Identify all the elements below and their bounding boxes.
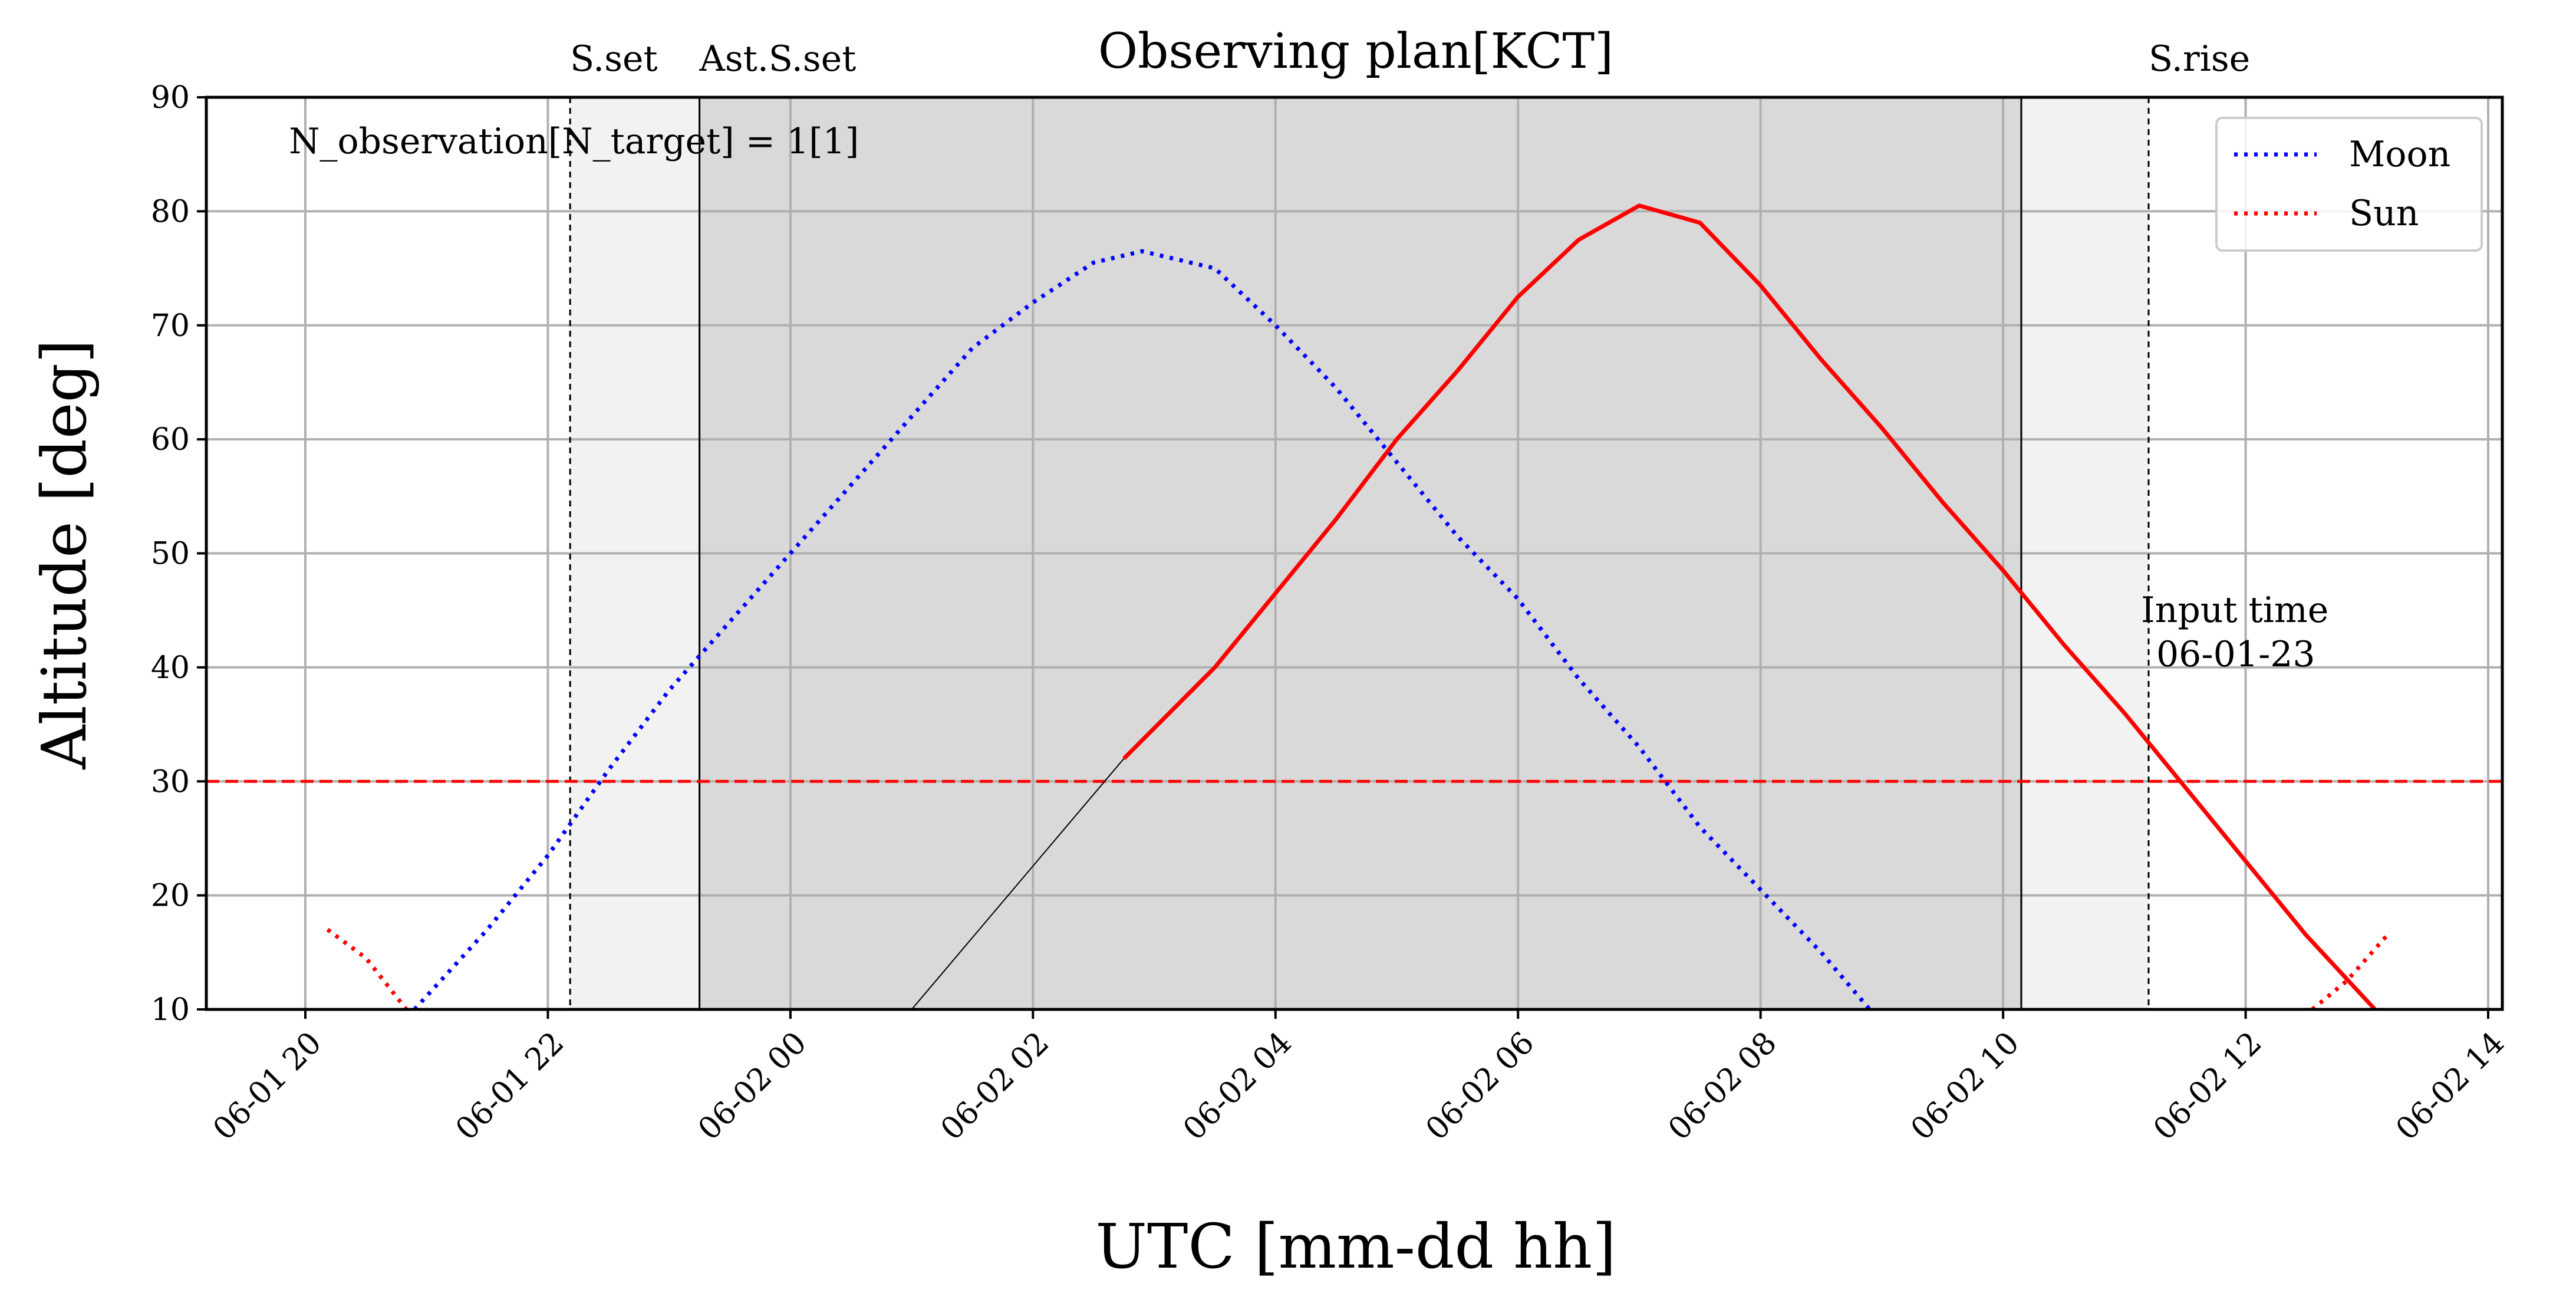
chart-title: Observing plan[KCT] (1098, 24, 1613, 80)
x-axis-title: UTC [mm-dd hh] (1095, 1210, 1616, 1282)
event-label-1: Ast.S.set (699, 38, 857, 80)
y-axis-title: Altitude [deg] (28, 339, 100, 769)
observation-count-annotation: N_observation[N_target] = 1[1] (289, 121, 859, 162)
legend-sun-label: Sun (2349, 193, 2419, 234)
y-tick-label-4: 50 (151, 537, 190, 572)
y-tick-label-2: 30 (151, 764, 190, 800)
moon-altitude-line (413, 249, 1872, 1011)
event-labels: S.set Ast.S.set S.rise (570, 38, 2250, 80)
sun-altitude-line-0 (326, 927, 409, 1011)
y-tick-label-0: 10 (151, 992, 190, 1028)
input-time-label: Input time (2141, 590, 2328, 631)
data-series (206, 203, 2502, 1011)
event-lines (569, 97, 2150, 1009)
y-tick-label-5: 60 (151, 422, 190, 458)
legend: Moon Sun (2215, 117, 2483, 252)
target-altitude-line (1122, 203, 2377, 1011)
event-label-3: S.rise (2149, 38, 2250, 80)
y-tick-label-1: 20 (151, 879, 190, 914)
input-time-value: 06-01-23 (2156, 634, 2315, 675)
y-tick-label-7: 80 (151, 194, 190, 229)
target-rise-guide-line (911, 758, 1125, 1010)
y-tick-label-8: 90 (151, 80, 190, 116)
event-label-0: S.set (570, 38, 657, 80)
y-tick-label-3: 40 (151, 650, 190, 686)
y-tick-label-6: 70 (151, 308, 190, 344)
legend-moon-label: Moon (2349, 134, 2450, 175)
legend-box (2215, 117, 2483, 252)
y-axis-ticks: 10 20 30 40 50 60 70 80 90 (151, 80, 206, 1028)
